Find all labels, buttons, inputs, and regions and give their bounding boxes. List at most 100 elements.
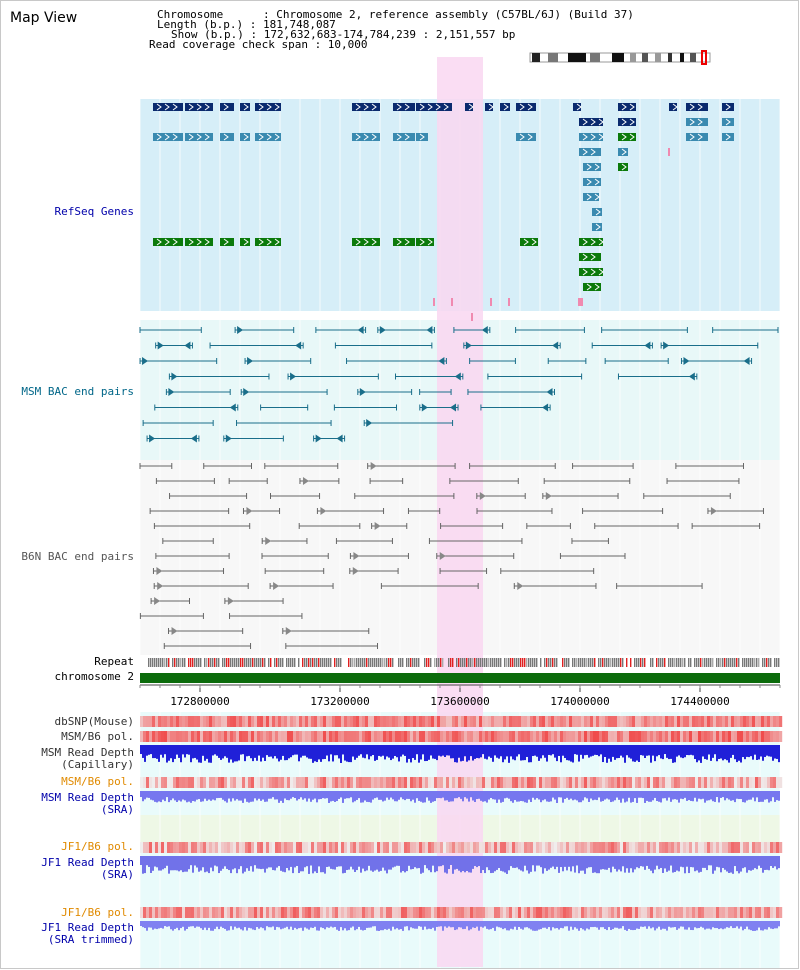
msm-pol2-cell — [521, 777, 525, 788]
msm-depth-cap-bar — [190, 745, 192, 763]
gene-marker — [508, 298, 510, 306]
dbsnp-cell — [677, 716, 681, 727]
msm-pol-cell — [737, 731, 741, 742]
jf1-pol2-cell — [620, 907, 624, 918]
msm-pol2-cell — [416, 777, 420, 788]
msm-depth-sra-bar — [764, 791, 766, 800]
strand-arrow — [396, 238, 402, 246]
jf1-pol2-cell — [161, 907, 165, 918]
jf1-pol2-cell — [323, 907, 327, 918]
jf1-pol-cell — [572, 842, 576, 853]
msm-depth-sra-bar — [632, 791, 634, 802]
dbsnp-cell — [167, 716, 171, 727]
jf1-depth-trim-bar — [442, 921, 444, 931]
jf1-depth-trim-bar — [322, 921, 324, 929]
dbsnp-cell — [431, 716, 435, 727]
msm-depth-cap-bar — [346, 745, 348, 762]
jf1-pol2-cell — [680, 907, 684, 918]
jf1-depth-trim-bar — [644, 921, 646, 927]
msm-depth-cap-bar — [338, 745, 340, 759]
msm-depth-sra-bar — [428, 791, 430, 801]
jf1-pol-cell — [248, 842, 252, 853]
repeat-element — [424, 658, 426, 667]
msm-pol-cell — [326, 731, 330, 742]
jf1-pol-cell — [434, 842, 438, 853]
jf1-pol-cell — [395, 842, 399, 853]
msm-pol-cell — [212, 731, 216, 742]
msm-depth-sra-bar — [544, 791, 546, 800]
repeat-element — [732, 658, 734, 667]
msm-depth-cap-bar — [336, 745, 338, 756]
msm-depth-sra-bar — [776, 791, 778, 801]
jf1-depth-trim-bar — [526, 921, 528, 928]
jf1-depth-sra-bar — [316, 856, 318, 873]
msm-pol-cell — [485, 731, 489, 742]
msm-depth-cap-bar — [268, 745, 270, 757]
msm-depth-sra-bar — [748, 791, 750, 800]
msm-depth-cap-bar — [256, 745, 258, 761]
jf1-depth-trim-bar — [450, 921, 452, 928]
jf1-depth-sra-bar — [236, 856, 238, 874]
repeat-element — [696, 658, 698, 667]
jf1-depth-trim-bar — [470, 921, 472, 930]
repeat-element — [770, 658, 772, 667]
end-read — [439, 552, 446, 560]
jf1-pol2-cell — [728, 907, 732, 918]
msm-depth-cap-bar — [242, 745, 244, 755]
jf1-depth-sra-bar — [426, 856, 428, 869]
jf1-depth-sra-bar — [160, 856, 162, 871]
repeat-element — [494, 658, 496, 667]
repeat-element — [182, 658, 184, 667]
msm-pol-cell — [563, 731, 567, 742]
msm-pol2-cell — [587, 777, 591, 788]
jf1-depth-sra-bar — [756, 856, 758, 870]
msm-pol-cell — [428, 731, 432, 742]
msm-pol-cell — [254, 731, 258, 742]
dbsnp-cell — [719, 716, 723, 727]
msm-depth-cap-bar — [320, 745, 322, 762]
jf1-pol-cell — [533, 842, 537, 853]
jf1-depth-trim-bar — [532, 921, 534, 931]
msm-pol-cell — [536, 731, 540, 742]
jf1-pol2-cell — [605, 907, 609, 918]
jf1-depth-sra-bar — [682, 856, 684, 868]
ideogram-band — [655, 53, 661, 62]
msm-depth-cap-bar — [776, 745, 778, 759]
msm-depth-cap-bar — [240, 745, 242, 755]
msm-pol-cell — [215, 731, 219, 742]
msm-depth-sra-bar — [414, 791, 416, 803]
jf1-pol2-cell — [338, 907, 342, 918]
msm-depth-sra-bar — [224, 791, 226, 802]
jf1-pol2-cell — [704, 907, 708, 918]
msm-pol2-cell — [284, 777, 288, 788]
dbsnp-cell — [776, 716, 780, 727]
repeat-element — [240, 658, 242, 667]
jf1-depth-sra-bar — [252, 856, 254, 872]
refseq-gene-track[interactable] — [153, 103, 734, 321]
jf1-depth-sra-bar — [372, 856, 374, 872]
jf1-pol2-cell — [404, 907, 408, 918]
msm-pol2-cell — [434, 777, 438, 788]
msm-pol-cell — [584, 731, 588, 742]
msm-depth-cap-bar — [618, 745, 620, 759]
jf1-depth-trim-bar — [208, 921, 210, 928]
repeat-element — [602, 658, 604, 667]
strand-arrow — [697, 133, 703, 141]
msm-depth-cap-bar — [198, 745, 200, 763]
jf1-depth-trim-bar — [776, 921, 778, 929]
jf1-depth-trim-bar — [540, 921, 542, 930]
msm-bac-track[interactable] — [139, 326, 779, 443]
jf1-depth-trim-bar — [500, 921, 502, 928]
dbsnp-cell — [287, 716, 291, 727]
msm-pol-cell — [632, 731, 636, 742]
msm-depth-cap-bar — [694, 745, 696, 760]
jf1-pol-cell — [509, 842, 513, 853]
jf1-pol2-cell — [524, 907, 528, 918]
jf1-depth-sra-bar — [714, 856, 716, 871]
jf1-depth-trim-bar — [484, 921, 486, 927]
b6n-bac-track[interactable] — [139, 462, 764, 649]
repeat-element — [554, 658, 556, 667]
msm-depth-sra-bar — [612, 791, 614, 802]
jf1-depth-trim-bar — [248, 921, 250, 928]
